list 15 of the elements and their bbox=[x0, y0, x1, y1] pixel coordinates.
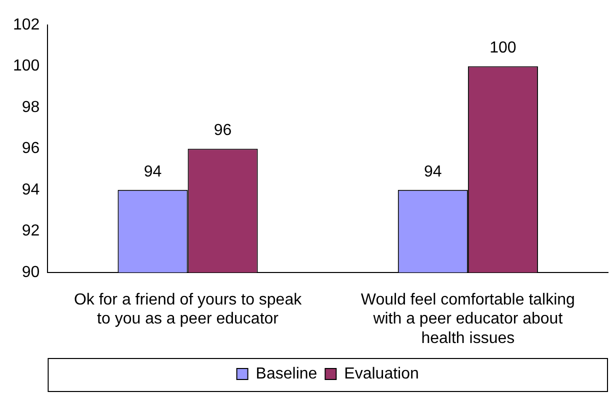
y-tick-label: 96 bbox=[22, 140, 40, 158]
data-label: 96 bbox=[214, 122, 232, 140]
y-tick-label: 92 bbox=[22, 222, 40, 240]
y-tick-label: 98 bbox=[22, 98, 40, 116]
legend-label: Evaluation bbox=[344, 365, 419, 382]
y-tick-label: 102 bbox=[12, 16, 40, 34]
y-tick-label: 100 bbox=[12, 58, 40, 75]
data-label: 94 bbox=[424, 163, 442, 180]
x-tick-label: Ok for a friend of yours to speak to you as a peer educator bbox=[74, 291, 303, 328]
data-label: 94 bbox=[144, 163, 162, 180]
legend-label: Baseline bbox=[256, 365, 318, 382]
y-tick-label: 94 bbox=[22, 181, 40, 198]
x-tick-label: Would feel comfortable talking with a peer educator about health issues bbox=[360, 291, 575, 347]
y-tick-label: 90 bbox=[22, 264, 40, 281]
data-label: 100 bbox=[490, 40, 516, 57]
